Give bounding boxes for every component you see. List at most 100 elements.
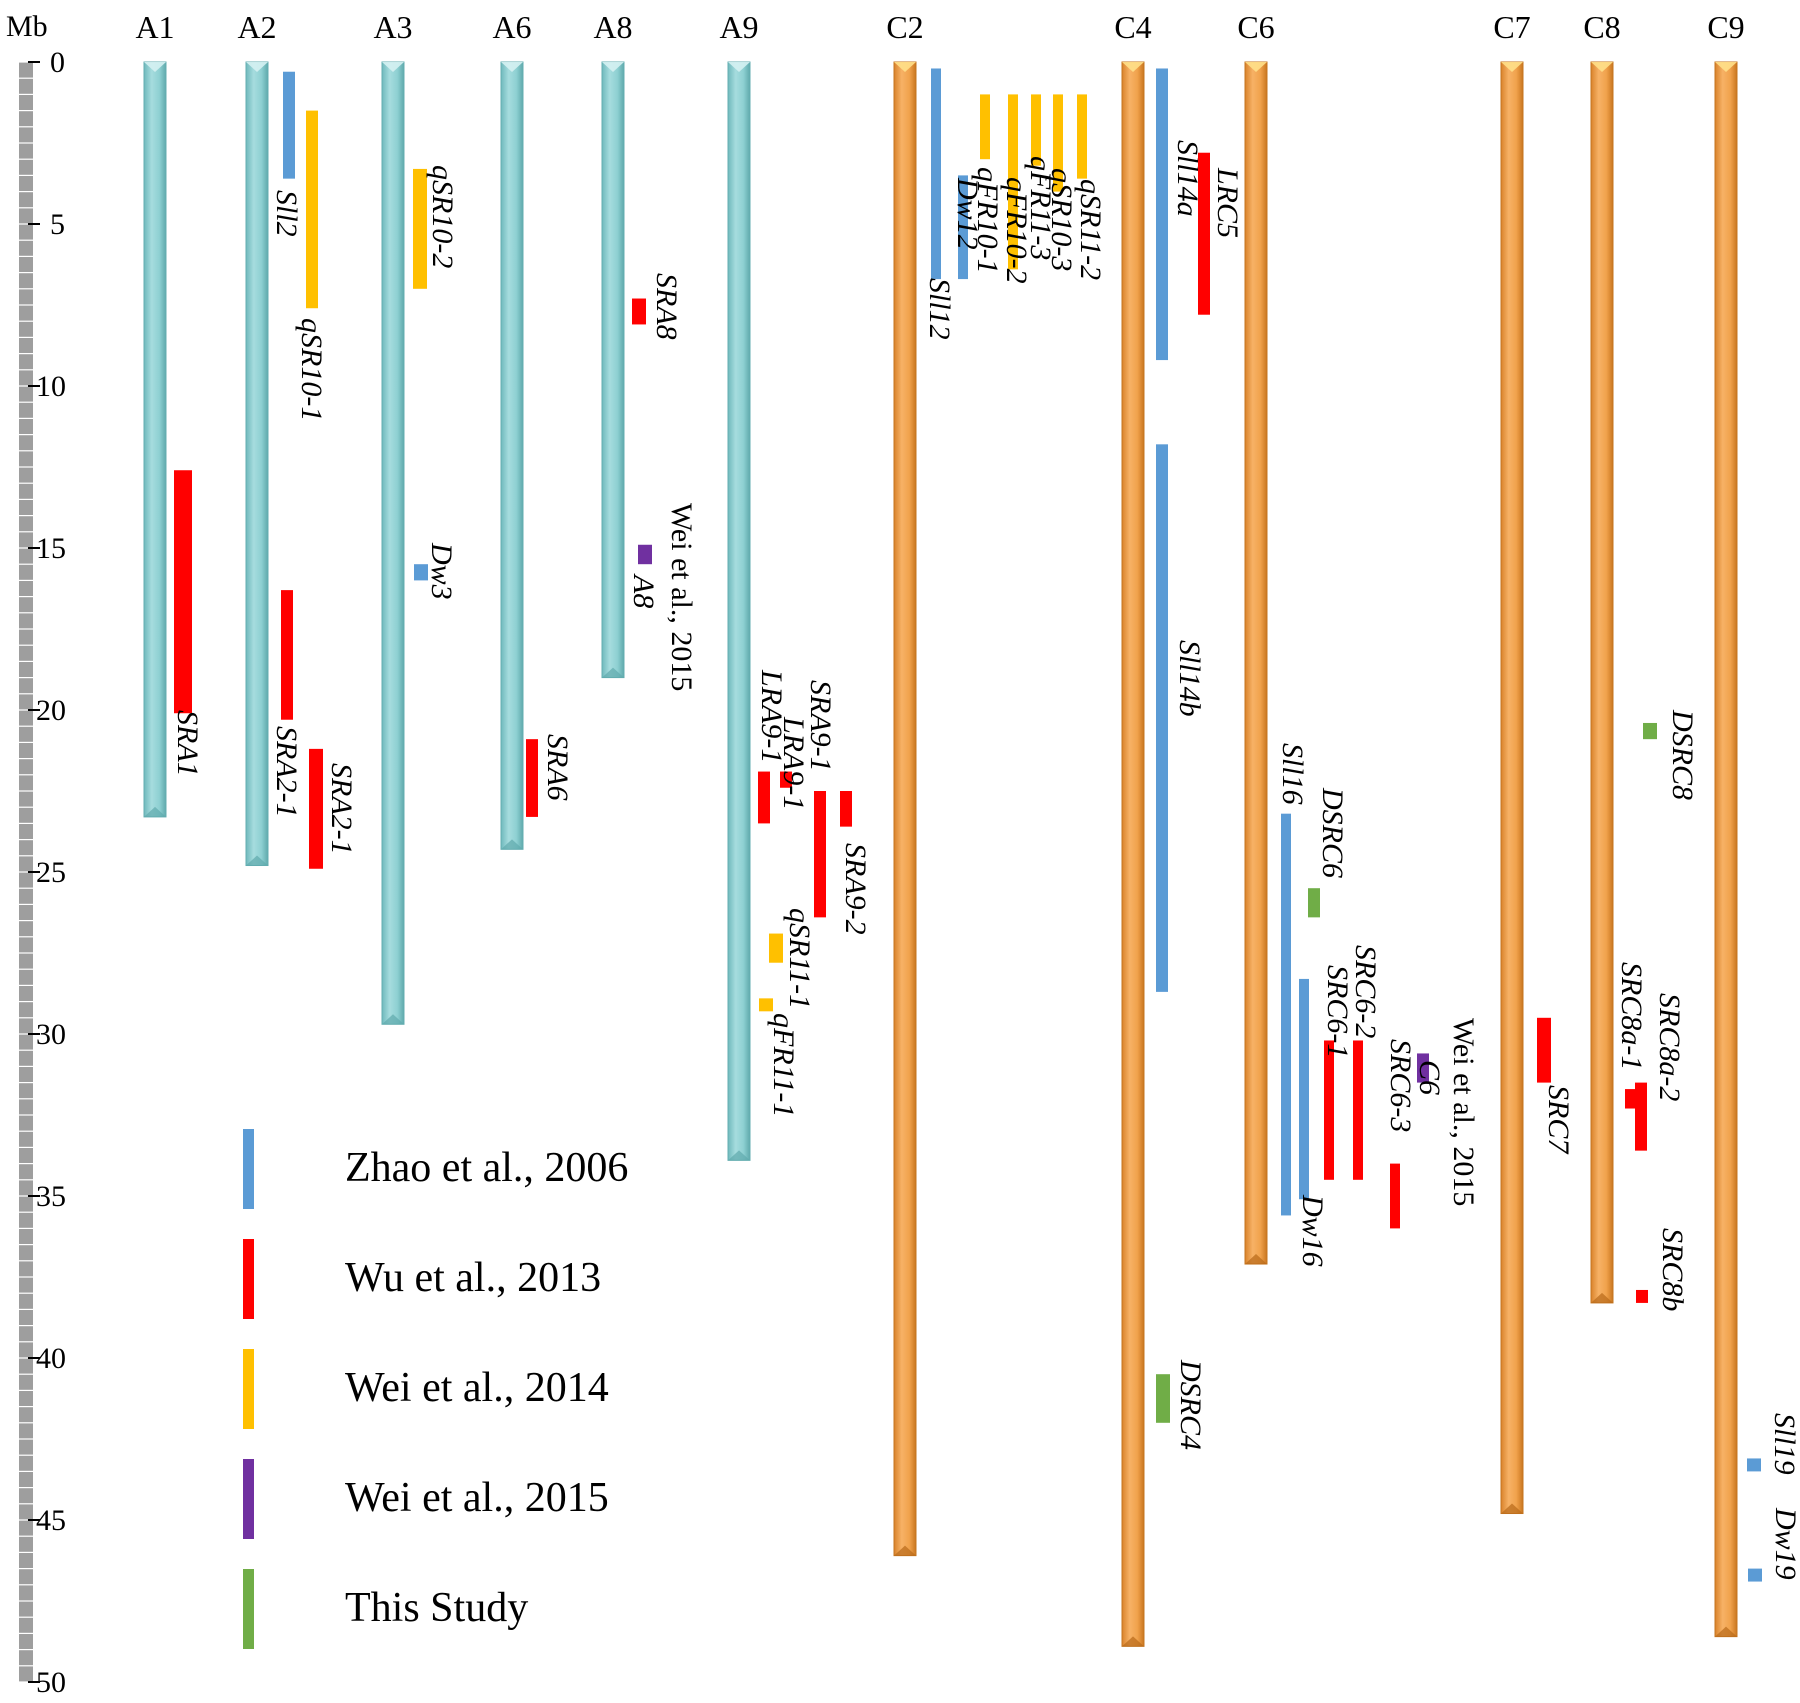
- qtl-qFR10-1: qFR10-1: [971, 94, 1004, 274]
- qtl-bar: [1537, 1017, 1551, 1083]
- chromosome-top-cap: [246, 62, 268, 72]
- qtl-label: Sll14b: [1173, 640, 1206, 717]
- study-note-label: Wei et al., 2015: [1447, 1018, 1480, 1206]
- qtl-bar: [1390, 1163, 1400, 1229]
- qtl-Sll14b: Sll14b: [1156, 444, 1206, 992]
- qtl-SRC8a-2: SRC8a-2: [1635, 993, 1686, 1151]
- legend-item: Wei et al., 2014: [243, 1349, 609, 1429]
- chromosome-bottom-cap: [144, 806, 166, 817]
- qtl-qFR10-2: qFR10-2: [1000, 94, 1033, 284]
- chromosome-bottom-cap: [1591, 1292, 1613, 1303]
- qtl-qFR11-3: qFR11-3: [1024, 94, 1057, 260]
- qtl-bar: [769, 933, 783, 963]
- qtl-Sll16: Sll16: [1276, 743, 1309, 1216]
- tick-label: 30: [36, 1018, 66, 1051]
- chromosome-top-cap: [1122, 62, 1144, 72]
- chromosome-top-cap: [602, 62, 624, 72]
- chromosome-bar-C9: [1714, 61, 1738, 1638]
- chromosome-top-cap: [382, 62, 404, 72]
- qtl-label: LRC5: [1211, 167, 1244, 238]
- qtl-qSR11-2: qSR11-2: [1074, 94, 1107, 280]
- qtl-label: Sll12: [923, 278, 956, 340]
- qtl-label: Dw19: [1769, 1507, 1800, 1580]
- chromosomes: A1 A2 A3 A6 A8 A9 C2 C4 C6 C7 C8 C9: [135, 9, 1745, 1647]
- qtl-bar: [413, 168, 427, 289]
- qtl-label: SRC6-2: [1349, 945, 1382, 1038]
- qtl-bar: [1198, 152, 1210, 315]
- qtl-label: DSRC8: [1666, 709, 1699, 800]
- qtl-qSR11-1: qSR11-1: [769, 908, 816, 1009]
- qtl-qSR10-1: qSR10-1: [295, 110, 328, 421]
- chromosome-label-C7: C7: [1493, 9, 1530, 45]
- chromosome-bar-C6: [1244, 61, 1268, 1265]
- qtl-label: SRC6-1: [1321, 965, 1354, 1058]
- qtl-bar: [1281, 813, 1291, 1216]
- qtl-SRA2-1: SRA2-1: [309, 748, 358, 869]
- qtl-label: qFR10-2: [1000, 177, 1033, 284]
- qtl-bar: [283, 71, 295, 179]
- qtl-bar: [281, 590, 293, 720]
- chromosome-bar-A9: [727, 61, 751, 1161]
- qtl-DSRC6: DSRC6: [1308, 787, 1349, 918]
- qtl-bar: [1636, 1289, 1648, 1303]
- qtl-DSRC4: DSRC4: [1156, 1359, 1207, 1450]
- chromosome-label-C6: C6: [1237, 9, 1274, 45]
- chromosome-label-A6: A6: [492, 9, 531, 45]
- chromosome-bottom-cap: [382, 1014, 404, 1025]
- qtl-label: qFR11-1: [767, 1013, 800, 1117]
- qtl-label: SRC8b: [1656, 1228, 1689, 1311]
- qtl-bar: [1324, 1040, 1334, 1180]
- legend-label: Wu et al., 2013: [345, 1255, 601, 1301]
- legend-item: Wei et al., 2015: [243, 1459, 609, 1539]
- tick-label: 5: [50, 208, 65, 241]
- qtl-bar: [1643, 722, 1657, 740]
- qtl-bar: [1156, 68, 1168, 361]
- qtl-label: SRC8a-2: [1653, 993, 1686, 1101]
- qtl-bar: [638, 544, 652, 565]
- chromosome-label-C9: C9: [1707, 9, 1744, 45]
- qtl-SRC8b: SRC8b: [1636, 1228, 1689, 1311]
- qtl-label: LRA9-1: [755, 669, 788, 763]
- chromosome-bar-A1: [143, 61, 167, 818]
- legend-item: This Study: [243, 1569, 528, 1649]
- qtl-bar: [1077, 94, 1087, 179]
- qtl-bar: [1156, 1374, 1170, 1423]
- chromosome-A9: A9: [719, 9, 759, 1161]
- chromosome-bottom-cap: [894, 1545, 916, 1556]
- qtl-label: Sll16: [1276, 743, 1309, 805]
- qtl-bar: [1008, 94, 1018, 270]
- qtl-C6: C6: [1413, 1053, 1446, 1095]
- qtl-qFR11-1: qFR11-1: [759, 998, 800, 1117]
- qtl-bar: [1748, 1568, 1762, 1582]
- chromosome-bar-A3: [381, 61, 405, 1025]
- tick-label: 35: [36, 1180, 66, 1213]
- qtl-Dw19: Dw19: [1748, 1507, 1800, 1582]
- chromosome-bar-A2: [245, 61, 269, 867]
- qtl-bar: [306, 110, 318, 309]
- qtl-Dw3: Dw3: [414, 542, 458, 600]
- qtl-label: SRA2-1: [270, 726, 303, 818]
- qtl-bar: [1299, 978, 1309, 1200]
- qtl-label: SRC7: [1542, 1085, 1575, 1155]
- qtl-bar: [840, 791, 852, 827]
- qtl-SRA8: SRA8: [632, 273, 683, 340]
- qtl-bar: [414, 564, 428, 581]
- tick-label: 45: [36, 1504, 66, 1537]
- chromosome-bar-A8: [601, 61, 625, 679]
- qtl-label: qFR11-3: [1024, 156, 1057, 260]
- legend-swatch: [243, 1459, 254, 1539]
- chromosome-bottom-cap: [1122, 1636, 1144, 1647]
- qtl-SRA9-1: SRA9-1: [804, 680, 837, 918]
- chromosome-bar-C4: [1121, 61, 1145, 1647]
- tick-label: 50: [36, 1666, 66, 1699]
- qtl-label: Sll19: [1768, 1413, 1800, 1475]
- chromosome-A3: A3: [373, 9, 413, 1025]
- qtl-label: qFR10-1: [971, 167, 1004, 274]
- chromosome-label-A3: A3: [373, 9, 412, 45]
- legend-item: Zhao et al., 2006: [243, 1129, 628, 1209]
- qtl-SRC6-2: SRC6-2: [1349, 945, 1382, 1180]
- qtl-bar: [958, 175, 968, 280]
- chromosome-top-cap: [1591, 62, 1613, 72]
- qtl-label: qSR10-2: [426, 165, 459, 268]
- tick-label: 25: [36, 856, 66, 889]
